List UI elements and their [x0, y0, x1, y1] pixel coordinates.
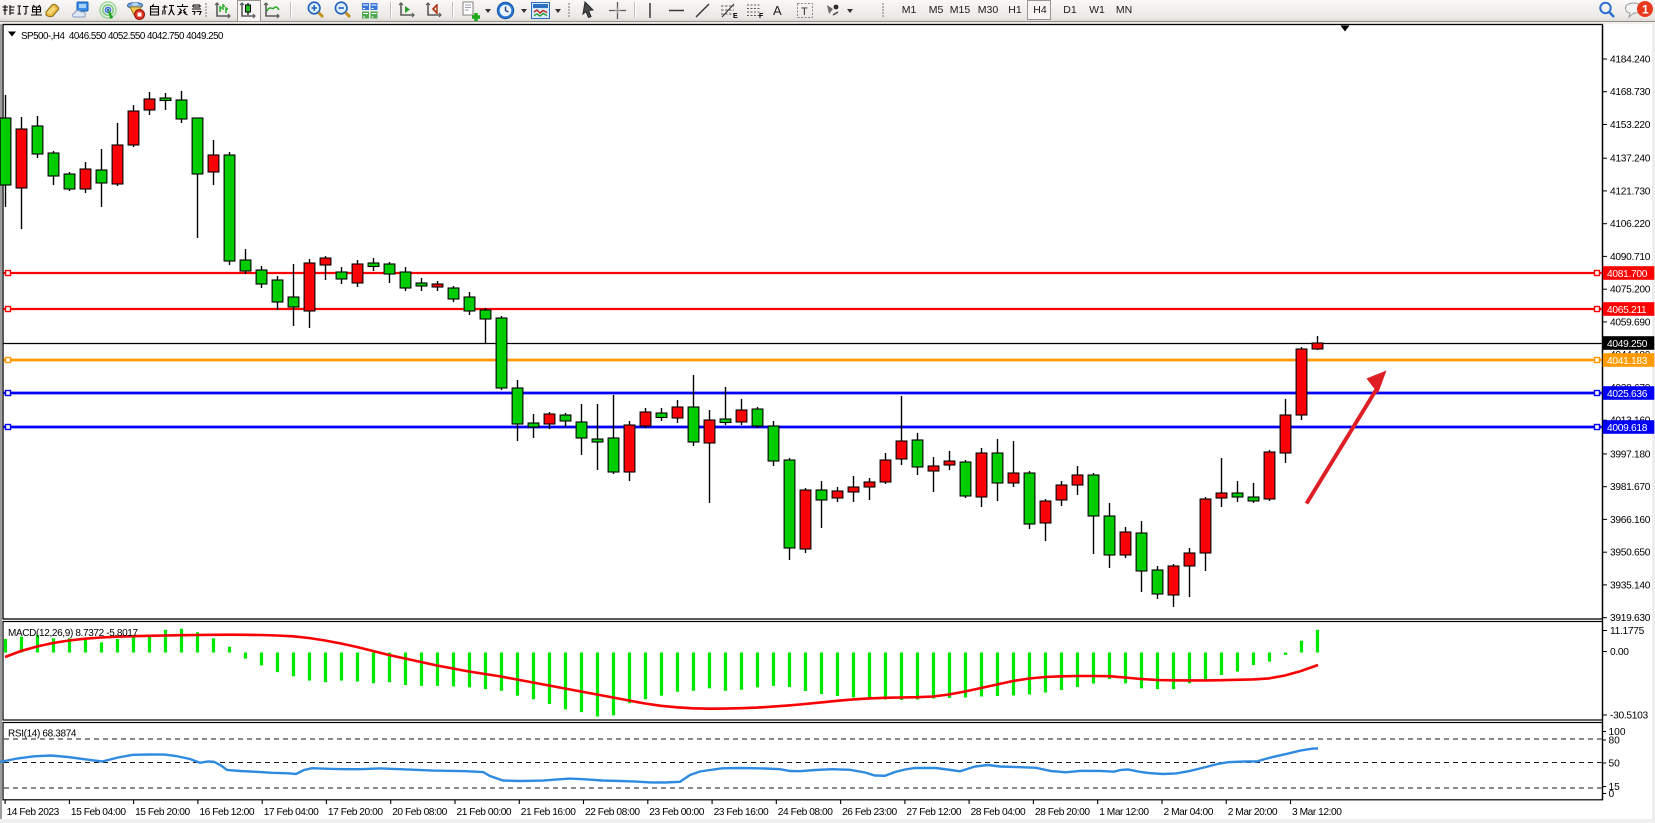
svg-text:11.1775: 11.1775 — [1610, 626, 1645, 637]
svg-text:0.00: 0.00 — [1610, 647, 1629, 658]
svg-text:1 Mar 12:00: 1 Mar 12:00 — [1099, 807, 1149, 818]
svg-text:4090.710: 4090.710 — [1610, 252, 1651, 263]
svg-text:3950.650: 3950.650 — [1610, 548, 1651, 559]
svg-text:3 Mar 12:00: 3 Mar 12:00 — [1292, 807, 1342, 818]
svg-text:3919.630: 3919.630 — [1610, 613, 1651, 624]
svg-text:3966.160: 3966.160 — [1610, 515, 1651, 526]
svg-text:0: 0 — [1609, 789, 1615, 800]
svg-text:E: E — [733, 13, 738, 19]
svg-text:4081.700: 4081.700 — [1607, 269, 1648, 280]
svg-text:26 Feb 23:00: 26 Feb 23:00 — [842, 807, 897, 818]
svg-text:14 Feb 2023: 14 Feb 2023 — [7, 807, 60, 818]
svg-text:T: T — [801, 6, 808, 18]
svg-text:23 Feb 16:00: 23 Feb 16:00 — [714, 807, 769, 818]
svg-text:80: 80 — [1609, 736, 1621, 747]
svg-text:2 Mar 20:00: 2 Mar 20:00 — [1228, 807, 1278, 818]
svg-text:4137.240: 4137.240 — [1610, 154, 1651, 165]
svg-text:4168.730: 4168.730 — [1610, 87, 1651, 98]
svg-text:23 Feb 00:00: 23 Feb 00:00 — [649, 807, 704, 818]
svg-text:15: 15 — [1609, 782, 1621, 793]
svg-text:4153.220: 4153.220 — [1610, 120, 1651, 131]
svg-text:3997.180: 3997.180 — [1610, 449, 1651, 460]
svg-text:28 Feb 20:00: 28 Feb 20:00 — [1035, 807, 1090, 818]
svg-text:15 Feb 04:00: 15 Feb 04:00 — [71, 807, 126, 818]
svg-text:17 Feb 04:00: 17 Feb 04:00 — [264, 807, 319, 818]
svg-text:22 Feb 08:00: 22 Feb 08:00 — [585, 807, 640, 818]
svg-text:20 Feb 08:00: 20 Feb 08:00 — [392, 807, 447, 818]
svg-text:4106.220: 4106.220 — [1610, 219, 1651, 230]
svg-text:MACD(12,26,9) 8.7372 -5.8017: MACD(12,26,9) 8.7372 -5.8017 — [8, 628, 139, 639]
svg-text:4065.211: 4065.211 — [1607, 305, 1647, 316]
svg-text:SP500-,H4 4046.550 4052.550 4: SP500-,H4 4046.550 4052.550 4042.750 404… — [21, 31, 224, 42]
svg-text:50: 50 — [1609, 759, 1621, 770]
svg-text:15 Feb 20:00: 15 Feb 20:00 — [135, 807, 190, 818]
svg-text:28 Feb 04:00: 28 Feb 04:00 — [971, 807, 1026, 818]
svg-text:3981.670: 3981.670 — [1610, 482, 1651, 493]
svg-text:4184.240: 4184.240 — [1610, 55, 1651, 66]
svg-text:16 Feb 12:00: 16 Feb 12:00 — [199, 807, 254, 818]
svg-text:4041.183: 4041.183 — [1607, 356, 1648, 367]
svg-text:-30.5103: -30.5103 — [1610, 711, 1648, 722]
svg-text:4075.200: 4075.200 — [1610, 285, 1651, 296]
svg-text:21 Feb 00:00: 21 Feb 00:00 — [457, 807, 512, 818]
svg-text:F: F — [759, 13, 764, 19]
svg-text:17 Feb 20:00: 17 Feb 20:00 — [328, 807, 383, 818]
svg-text:100: 100 — [1609, 727, 1626, 738]
svg-text:4049.250: 4049.250 — [1607, 339, 1648, 350]
svg-text:27 Feb 12:00: 27 Feb 12:00 — [906, 807, 961, 818]
svg-text:4009.618: 4009.618 — [1607, 423, 1648, 434]
svg-text:4059.690: 4059.690 — [1610, 317, 1651, 328]
svg-text:1: 1 — [1642, 3, 1649, 17]
svg-text:24 Feb 08:00: 24 Feb 08:00 — [778, 807, 833, 818]
svg-text:4025.636: 4025.636 — [1607, 389, 1648, 400]
svg-text:RSI(14) 68.3874: RSI(14) 68.3874 — [8, 729, 77, 740]
svg-text:3935.140: 3935.140 — [1610, 580, 1651, 591]
svg-text:21 Feb 16:00: 21 Feb 16:00 — [521, 807, 576, 818]
svg-text:2 Mar 04:00: 2 Mar 04:00 — [1164, 807, 1214, 818]
svg-text:4121.730: 4121.730 — [1610, 186, 1651, 197]
